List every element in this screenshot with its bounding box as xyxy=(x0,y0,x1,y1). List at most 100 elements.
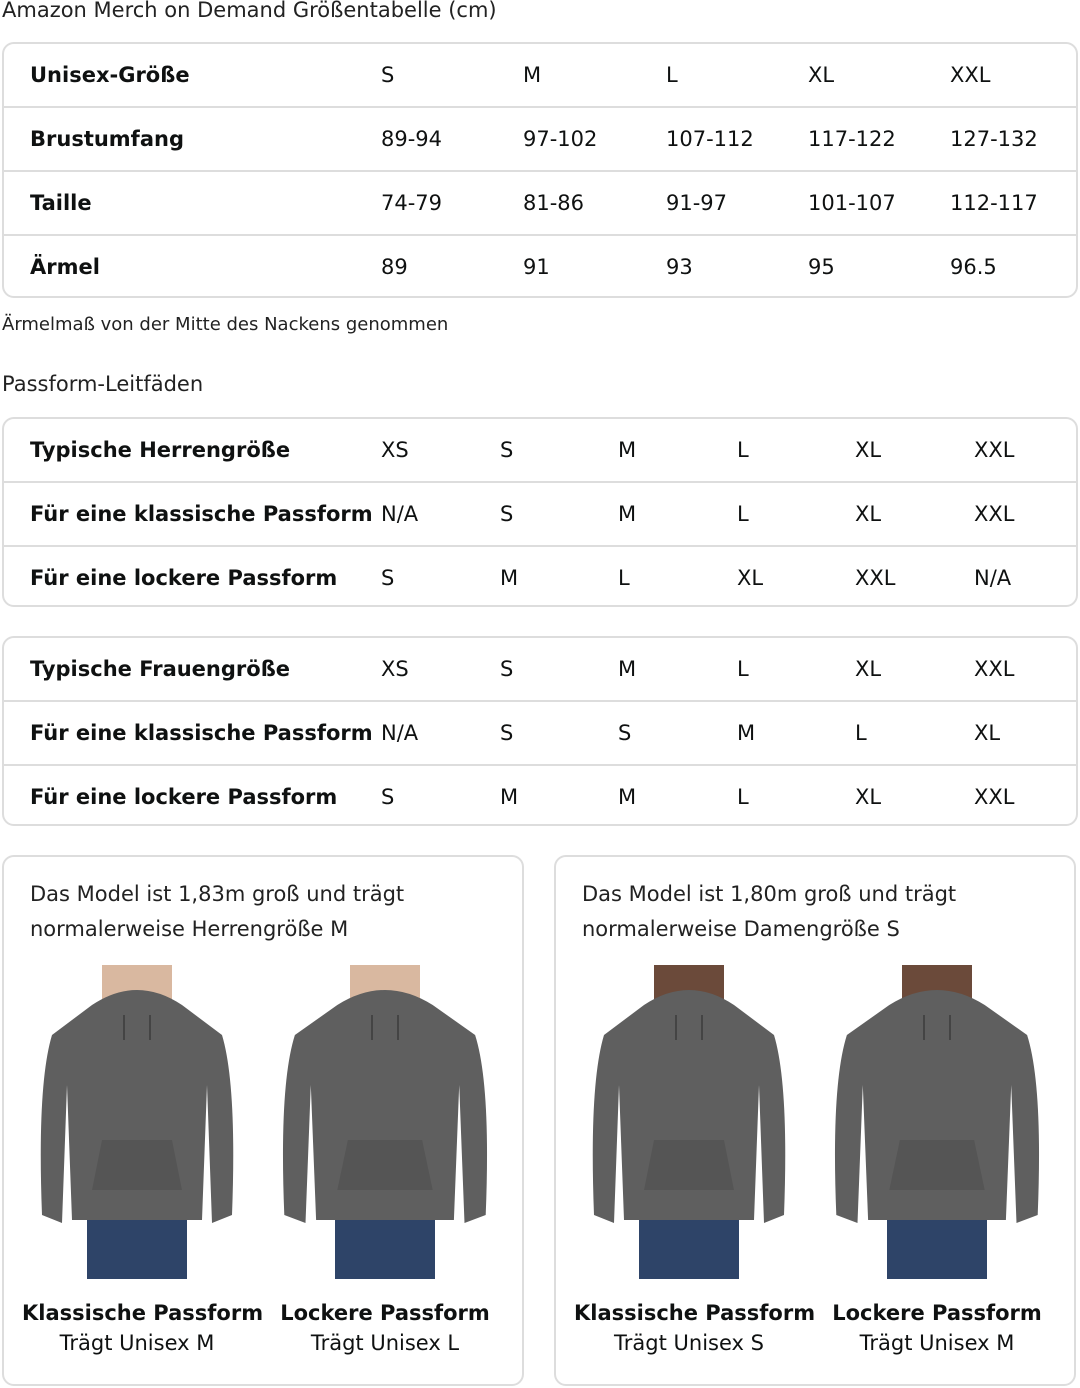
table-row: Unisex-Größe S M L XL XXL xyxy=(4,44,1076,108)
model-figure: Lockere Passform Trägt Unisex L xyxy=(270,965,500,1355)
table-cell: XXL xyxy=(974,657,1015,681)
table-cell: 101-107 xyxy=(808,191,896,215)
women-fit-table: Typische Frauengröße XS S M L XL XXL Für eine k… xyxy=(2,636,1078,826)
table-cell: XXL xyxy=(974,502,1015,526)
row-label: Ärmel xyxy=(30,255,100,279)
table-row: Für eine klassische Passform N/A S S M L XL xyxy=(4,702,1076,766)
table-cell: 117-122 xyxy=(808,127,896,151)
table-cell: 97-102 xyxy=(523,127,598,151)
model-figure: Lockere Passform Trägt Unisex M xyxy=(822,965,1052,1355)
table-cell: 89 xyxy=(381,255,408,279)
men-fit-table: Typische Herrengröße XS S M L XL XXL Für eine k… xyxy=(2,417,1078,607)
table-cell: L xyxy=(737,657,749,681)
table-cell: S xyxy=(381,63,395,87)
table-cell: XL xyxy=(808,63,835,87)
table-cell: XXL xyxy=(855,566,896,590)
table-cell: L xyxy=(737,785,749,809)
table-cell: 112-117 xyxy=(950,191,1038,215)
table-cell: L xyxy=(666,63,678,87)
table-cell: S xyxy=(381,785,395,809)
table-row: Brustumfang 89-94 97-102 107-112 117-122 127-… xyxy=(4,108,1076,172)
table-cell: XL xyxy=(974,721,1001,745)
table-cell: S xyxy=(381,566,395,590)
table-cell: 91 xyxy=(523,255,550,279)
row-label: Taille xyxy=(30,191,92,215)
fit-title: Klassische Passform xyxy=(574,1301,816,1325)
table-cell: XS xyxy=(381,657,409,681)
table-row: Typische Herrengröße XS S M L XL XXL xyxy=(4,419,1076,483)
table-cell: L xyxy=(737,502,749,526)
model-card-women: Das Model ist 1,80m groß und trägt norma… xyxy=(554,855,1076,1386)
table-cell: M xyxy=(737,721,756,745)
model-description: Das Model ist 1,80m groß und trägt norma… xyxy=(582,882,957,941)
table-cell: XL xyxy=(855,502,882,526)
row-label: Typische Herrengröße xyxy=(30,438,291,462)
table-row: Taille 74-79 81-86 91-97 101-107 112-117 xyxy=(4,172,1076,236)
table-cell: L xyxy=(737,438,749,462)
table-cell: 81-86 xyxy=(523,191,585,215)
model-photo xyxy=(40,965,234,1279)
sleeve-note: Ärmelmaß von der Mitte des Nackens genom… xyxy=(2,314,449,335)
table-cell: XXL xyxy=(974,785,1015,809)
table-cell: 127-132 xyxy=(950,127,1038,151)
unisex-size-table: Unisex-Größe S M L XL XXL Brustumfang 89-94 97-1… xyxy=(2,42,1078,298)
model-photo xyxy=(834,965,1040,1279)
table-cell: L xyxy=(618,566,630,590)
table-cell: 107-112 xyxy=(666,127,754,151)
fit-size: Trägt Unisex M xyxy=(59,1331,215,1355)
table-cell: XL xyxy=(855,785,882,809)
row-label: Brustumfang xyxy=(30,127,184,151)
model-photo xyxy=(592,965,786,1279)
table-cell: S xyxy=(500,721,514,745)
table-row: Typische Frauengröße XS S M L XL XXL xyxy=(4,638,1076,702)
table-cell: M xyxy=(500,566,519,590)
table-cell: 74-79 xyxy=(381,191,443,215)
table-cell: M xyxy=(618,785,637,809)
table-cell: S xyxy=(500,438,514,462)
table-cell: XL xyxy=(855,657,882,681)
fit-guide-heading: Passform-Leitfäden xyxy=(2,372,204,396)
table-cell: S xyxy=(500,502,514,526)
table-cell: M xyxy=(618,657,637,681)
table-cell: N/A xyxy=(381,721,419,745)
table-cell: 93 xyxy=(666,255,693,279)
row-label: Für eine klassische Passform xyxy=(30,721,373,745)
table-cell: XL xyxy=(737,566,764,590)
table-cell: XXL xyxy=(950,63,991,87)
table-cell: 96.5 xyxy=(950,255,997,279)
table-cell: N/A xyxy=(381,502,419,526)
table-cell: 95 xyxy=(808,255,835,279)
model-card-men: Das Model ist 1,83m groß und trägt norma… xyxy=(2,855,524,1386)
row-label: Für eine lockere Passform xyxy=(30,785,338,809)
row-label: Für eine klassische Passform xyxy=(30,502,373,526)
table-cell: M xyxy=(618,502,637,526)
fit-title: Lockere Passform xyxy=(280,1301,490,1325)
table-cell: M xyxy=(523,63,542,87)
table-cell: XL xyxy=(855,438,882,462)
model-photo xyxy=(282,965,488,1279)
page-title: Amazon Merch on Demand Größentabelle (cm… xyxy=(2,0,497,22)
row-label: Unisex-Größe xyxy=(30,63,190,87)
model-figure: Klassische Passform Trägt Unisex M xyxy=(22,965,264,1355)
fit-size: Trägt Unisex S xyxy=(614,1331,764,1355)
model-description: Das Model ist 1,83m groß und trägt norma… xyxy=(30,882,405,941)
table-row: Ärmel 89 91 93 95 96.5 xyxy=(4,236,1076,296)
fit-size: Trägt Unisex M xyxy=(859,1331,1015,1355)
row-label: Für eine lockere Passform xyxy=(30,566,338,590)
fit-size: Trägt Unisex L xyxy=(310,1331,460,1355)
table-row: Für eine lockere Passform S M M L XL XXL xyxy=(4,766,1076,824)
table-cell: L xyxy=(855,721,867,745)
table-cell: S xyxy=(500,657,514,681)
table-cell: XS xyxy=(381,438,409,462)
model-figure: Klassische Passform Trägt Unisex S xyxy=(574,965,816,1355)
table-cell: 89-94 xyxy=(381,127,443,151)
table-cell: M xyxy=(500,785,519,809)
table-cell: S xyxy=(618,721,632,745)
table-cell: 91-97 xyxy=(666,191,728,215)
table-cell: M xyxy=(618,438,637,462)
row-label: Typische Frauengröße xyxy=(30,657,291,681)
table-row: Für eine lockere Passform S M L XL XXL N/A xyxy=(4,547,1076,605)
fit-title: Klassische Passform xyxy=(22,1301,264,1325)
table-cell: XXL xyxy=(974,438,1015,462)
fit-title: Lockere Passform xyxy=(832,1301,1042,1325)
